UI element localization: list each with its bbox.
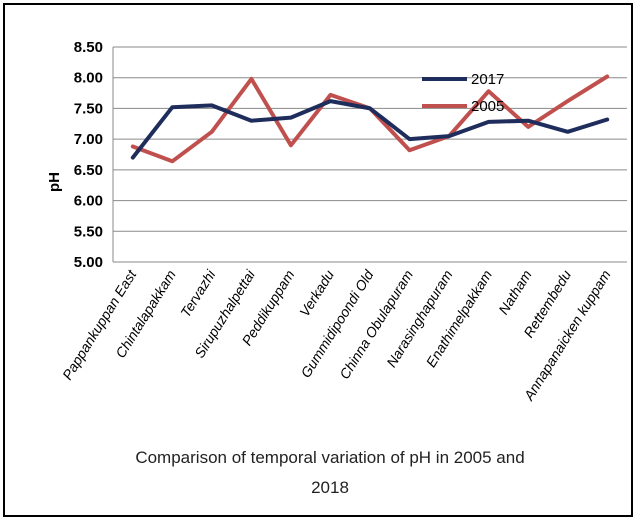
gridlines [112, 46, 627, 263]
legend-label-2005: 2005 [471, 98, 504, 115]
y-axis-label: pH [46, 172, 63, 192]
chart-frame: 5.00 5.50 6.00 6.50 7.00 7.50 8.00 8.50 pH Papp… [3, 3, 633, 517]
y-axis-ticks: 5.00 5.50 6.00 6.50 7.00 7.50 8.00 8.50 [74, 39, 103, 271]
series-line-2005 [130, 74, 610, 164]
chart-caption-line-2: 2018 [311, 478, 349, 497]
y-tick-label: 7.50 [74, 100, 103, 117]
y-tick-label: 5.00 [74, 254, 103, 271]
x-category-label: Pappankuppan East [59, 266, 140, 382]
x-category-label: Chinna Obulapuram [336, 267, 416, 382]
y-tick-label: 7.00 [74, 131, 103, 148]
series-lines [130, 74, 610, 164]
y-tick-label: 6.00 [74, 193, 103, 210]
y-tick-label: 5.50 [74, 223, 103, 240]
series-line-2017 [130, 99, 610, 160]
x-category-label: Gummidipoondi Old [297, 266, 377, 380]
chart-caption-line-1: Comparison of temporal variation of pH i… [135, 448, 524, 467]
legend: 2017 2005 [422, 71, 504, 115]
legend-label-2017: 2017 [471, 71, 504, 88]
line-chart: 5.00 5.50 6.00 6.50 7.00 7.50 8.00 8.50 pH Papp… [46, 39, 627, 497]
y-tick-label: 6.50 [74, 162, 103, 179]
y-tick-label: 8.00 [74, 70, 103, 87]
x-category-label: Verkadu [296, 267, 337, 319]
x-category-label: Natham [495, 267, 535, 317]
y-tick-label: 8.50 [74, 39, 103, 56]
x-axis-categories: Pappankuppan EastChintalapakkamTervazhiS… [59, 266, 614, 404]
x-category-label: Tervazhi [177, 266, 219, 320]
